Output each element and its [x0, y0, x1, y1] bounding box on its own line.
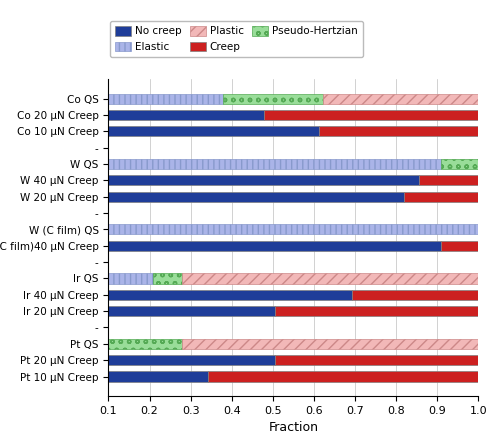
Bar — [223, 94, 323, 104]
X-axis label: Fraction: Fraction — [268, 421, 318, 434]
Bar — [182, 339, 478, 349]
Bar — [108, 339, 182, 349]
Bar — [108, 355, 275, 365]
Bar — [108, 273, 153, 283]
Legend: No creep, Elastic, Plastic, Creep, Pseudo-Hertzian: No creep, Elastic, Plastic, Creep, Pseud… — [110, 21, 363, 57]
Bar — [108, 290, 352, 300]
Bar — [108, 241, 441, 251]
Bar — [404, 192, 478, 202]
Bar — [108, 192, 404, 202]
Bar — [319, 126, 478, 136]
Bar — [108, 175, 419, 185]
Bar — [419, 175, 478, 185]
Bar — [264, 110, 478, 120]
Bar — [108, 306, 275, 316]
Bar — [275, 355, 478, 365]
Bar — [352, 290, 478, 300]
Bar — [182, 273, 478, 283]
Bar — [108, 371, 209, 381]
Bar — [209, 371, 478, 381]
Bar — [441, 159, 478, 169]
Bar — [108, 126, 319, 136]
Bar — [108, 110, 264, 120]
Bar — [275, 306, 478, 316]
Bar — [108, 94, 223, 104]
Bar — [323, 94, 478, 104]
Bar — [108, 159, 441, 169]
Bar — [108, 224, 478, 235]
Bar — [441, 241, 478, 251]
Bar — [153, 273, 182, 283]
